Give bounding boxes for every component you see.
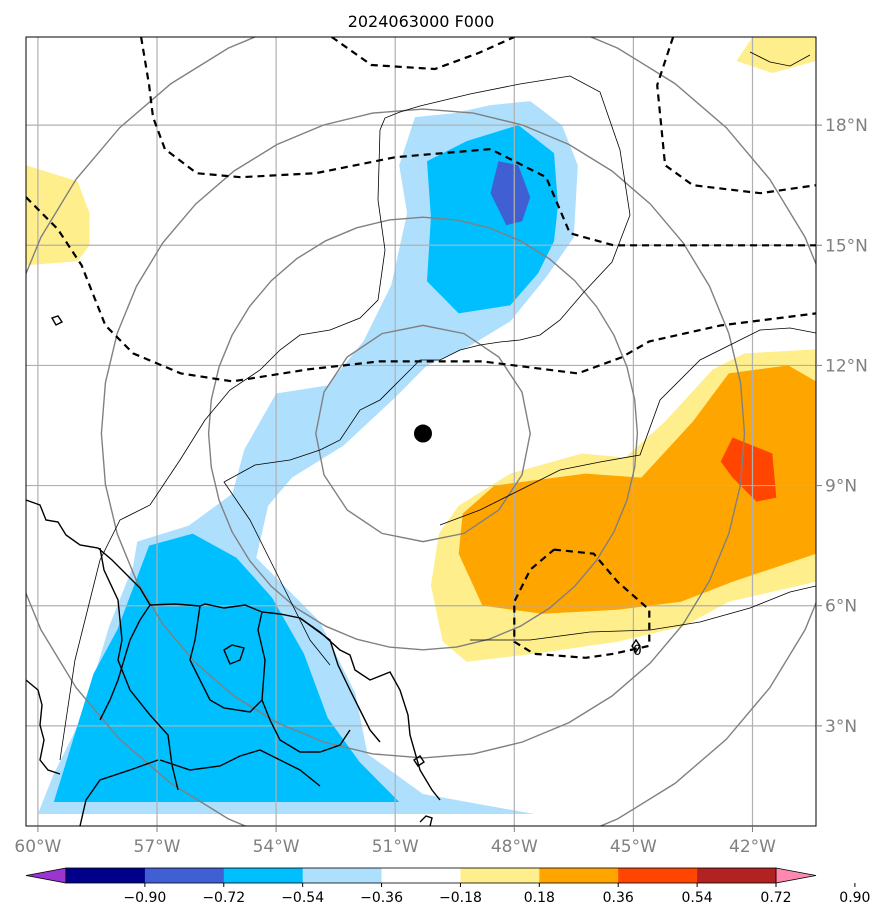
coastline-segment [257, 611, 266, 701]
outline-contour [470, 585, 816, 641]
coastline-segment [26, 679, 61, 775]
dashed-contours [26, 37, 816, 659]
coastline-segment [413, 755, 425, 767]
range-ring [207, 216, 639, 651]
shaded-region-5 [458, 365, 816, 614]
colorbar-tick-label: 0.54 [682, 890, 713, 906]
colorbar-frame [65, 867, 777, 884]
colorbar-tick-label: −0.36 [360, 890, 403, 906]
colorbar-tick-label: 0.72 [760, 890, 791, 906]
y-axis-ticks: 3°N 6°N 9°N 12°N 15°N 18°N [816, 116, 868, 737]
coastline-segment [99, 547, 179, 791]
shaded-region-8 [736, 37, 816, 73]
outline-contour [749, 51, 811, 67]
range-ring [100, 108, 746, 759]
colorbar-tick-label: 0.18 [524, 890, 555, 906]
colorbar-segment [697, 868, 777, 883]
colorbar-segment [223, 868, 303, 883]
coastline-segment [50, 315, 64, 326]
y-tick-label: 3°N [825, 717, 857, 737]
y-tick-label: 15°N [825, 236, 868, 256]
shaded-region-1 [427, 125, 558, 314]
y-tick-label: 6°N [825, 597, 857, 617]
x-tick-label: 54°W [253, 837, 300, 857]
dashed-contour-3 [656, 37, 816, 195]
colorbar-tick-label: −0.72 [202, 890, 245, 906]
colorbar-extend-low [25, 867, 67, 884]
chart-title: 2024063000 F000 [348, 12, 495, 31]
map-frame [25, 36, 817, 827]
colorbar-segment [381, 868, 461, 883]
gridlines [26, 37, 816, 826]
colorbar-tick-label: −0.18 [439, 890, 482, 906]
x-tick-label: 45°W [610, 837, 657, 857]
x-tick-label: 51°W [372, 837, 419, 857]
x-tick-label: 57°W [134, 837, 181, 857]
colorbar-tick-label: −0.90 [123, 890, 166, 906]
dashed-contour-0 [140, 37, 816, 247]
shaded-region-2 [53, 533, 400, 802]
coastline-segment [79, 759, 159, 826]
range-ring [315, 324, 531, 543]
colorbar-tick-label: 0.36 [603, 890, 634, 906]
x-tick-label: 42°W [729, 837, 776, 857]
outline-contour [223, 75, 631, 666]
coastline-segment [26, 499, 441, 801]
colorbar-tick-label: −0.54 [281, 890, 324, 906]
storm-center-marker [413, 424, 432, 443]
colorbar-segment [460, 868, 540, 883]
coastline-outline [26, 51, 816, 826]
x-tick-label: 60°W [14, 837, 61, 857]
dashed-contour-4 [513, 548, 651, 659]
outline-contour [439, 327, 816, 526]
colorbar-segment [618, 868, 698, 883]
y-tick-label: 9°N [825, 477, 857, 497]
map-area: 0 [26, 37, 816, 826]
x-tick-label: 48°W [491, 837, 538, 857]
shaded-region-7 [26, 165, 90, 266]
contour-zero-label: 0 [633, 643, 642, 659]
range-ring [26, 37, 816, 826]
coastline-segment [223, 644, 245, 665]
colorbar-tick-label: 0.90 [839, 890, 870, 906]
coastline-segment [299, 617, 381, 743]
y-tick-label: 12°N [825, 356, 868, 376]
shaded-region-3 [490, 161, 531, 226]
coastline-segment [99, 604, 151, 721]
colorbar-segment [302, 868, 382, 883]
colorbar-segment [144, 868, 225, 883]
colorbar: −0.90 −0.72 −0.54 −0.36 −0.18 0.18 0.36 0.54 0.7… [25, 867, 870, 906]
range-rings [26, 37, 816, 826]
coastline-segment [419, 815, 433, 826]
dashed-contour-2 [331, 37, 515, 71]
y-tick-label: 18°N [825, 116, 868, 136]
outline-contour [59, 129, 386, 761]
colorbar-segment [66, 868, 146, 883]
x-axis-ticks: 60°W 57°W 54°W 51°W 48°W 45°W 42°W [14, 826, 776, 857]
colorbar-segment [539, 868, 619, 883]
dashed-contour-1 [26, 196, 816, 383]
coastline-segment [159, 749, 321, 787]
colorbar-extend-high [775, 867, 817, 884]
